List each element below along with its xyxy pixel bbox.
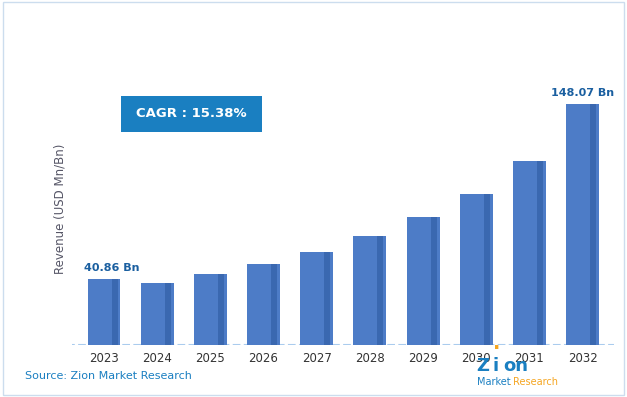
Text: CAGR : 15.38%: CAGR : 15.38%: [136, 108, 247, 120]
Bar: [484, 194, 490, 345]
Text: Z: Z: [477, 357, 490, 375]
Bar: [271, 264, 277, 345]
Text: 40.86 Bn: 40.86 Bn: [84, 263, 139, 273]
Text: Research: Research: [513, 377, 558, 387]
Text: Global Service Robotics Market,: Global Service Robotics Market,: [31, 22, 330, 40]
Bar: [460, 194, 493, 345]
Bar: [88, 279, 120, 345]
Y-axis label: Revenue (USD Mn/Bn): Revenue (USD Mn/Bn): [53, 143, 66, 274]
Bar: [300, 252, 333, 345]
Bar: [431, 217, 436, 345]
Bar: [324, 252, 330, 345]
Bar: [590, 104, 596, 345]
Bar: [247, 264, 280, 345]
Bar: [194, 274, 227, 345]
FancyBboxPatch shape: [121, 96, 262, 132]
Text: ·: ·: [493, 339, 500, 358]
Bar: [377, 236, 383, 345]
Bar: [537, 161, 543, 345]
Text: on: on: [503, 357, 529, 375]
Text: i: i: [493, 357, 499, 375]
Text: 2024-2032 (USD Billion): 2024-2032 (USD Billion): [356, 22, 561, 40]
Bar: [218, 274, 224, 345]
Text: Source: Zion Market Research: Source: Zion Market Research: [25, 371, 192, 381]
Text: Market: Market: [477, 377, 510, 387]
Bar: [566, 104, 599, 345]
Bar: [406, 217, 440, 345]
Text: 148.07 Bn: 148.07 Bn: [551, 88, 614, 98]
Bar: [165, 283, 171, 345]
Bar: [140, 283, 174, 345]
Text: .: .: [509, 377, 512, 387]
Bar: [112, 279, 117, 345]
Bar: [513, 161, 546, 345]
Bar: [354, 236, 386, 345]
